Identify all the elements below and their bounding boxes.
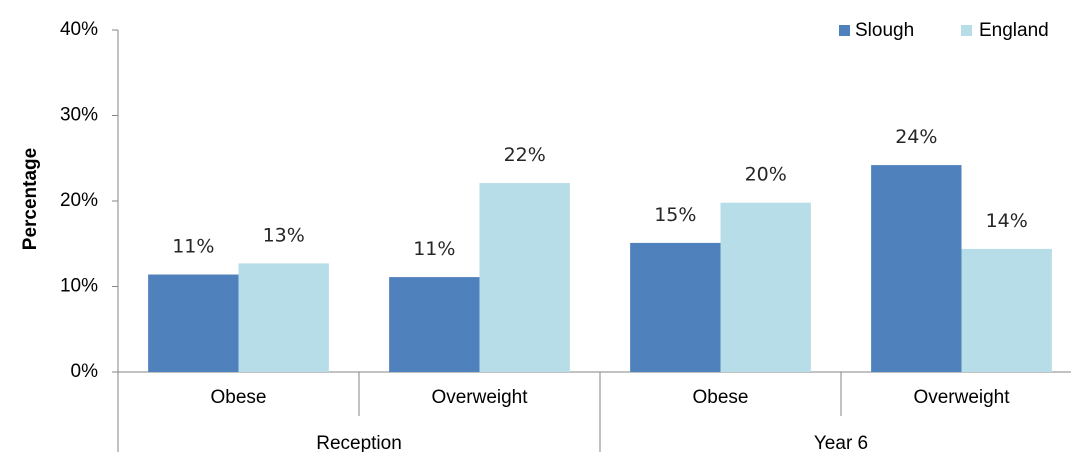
bar-england [961, 248, 1052, 372]
y-tick-label: 20% [60, 190, 98, 211]
data-label: 14% [986, 210, 1028, 232]
y-tick-label: 40% [60, 19, 98, 40]
legend: Slough England [839, 20, 1049, 41]
y-tick-label: 30% [60, 105, 98, 126]
category-label: Overweight [431, 387, 528, 408]
bar-slough [871, 165, 962, 372]
data-label: 15% [654, 204, 696, 226]
group-label: Reception [316, 433, 402, 452]
category-label: Obese [211, 387, 267, 408]
y-tick-label: 0% [71, 361, 99, 382]
data-label: 11% [172, 236, 214, 258]
bar-england [720, 202, 811, 372]
bar-england [479, 183, 570, 372]
legend-swatch [839, 25, 850, 36]
y-axis: 0% 10% 20% 30% 40% [60, 19, 119, 382]
y-axis-title: Percentage [20, 148, 41, 250]
legend-label: Slough [855, 20, 914, 41]
y-tick-label: 10% [60, 276, 98, 297]
data-label: 13% [263, 224, 305, 246]
legend-label: England [979, 20, 1049, 41]
bar-slough [389, 277, 480, 372]
data-label: 22% [504, 144, 546, 166]
bar-england [238, 263, 329, 372]
category-label: Overweight [913, 387, 1010, 408]
data-label: 20% [745, 164, 787, 186]
x-axis: Obese Overweight Obese Overweight Reception Y… [117, 371, 1071, 452]
bars [148, 165, 1052, 372]
group-label: Year 6 [814, 433, 868, 452]
legend-swatch [961, 25, 972, 36]
category-label: Obese [693, 387, 749, 408]
data-label: 11% [413, 238, 455, 260]
bar-slough [148, 274, 239, 372]
data-labels: 11% 11% 15% 24% 13% 22% 20% 14% [172, 126, 1028, 260]
data-label: 24% [895, 126, 937, 148]
bar-slough [630, 242, 721, 372]
